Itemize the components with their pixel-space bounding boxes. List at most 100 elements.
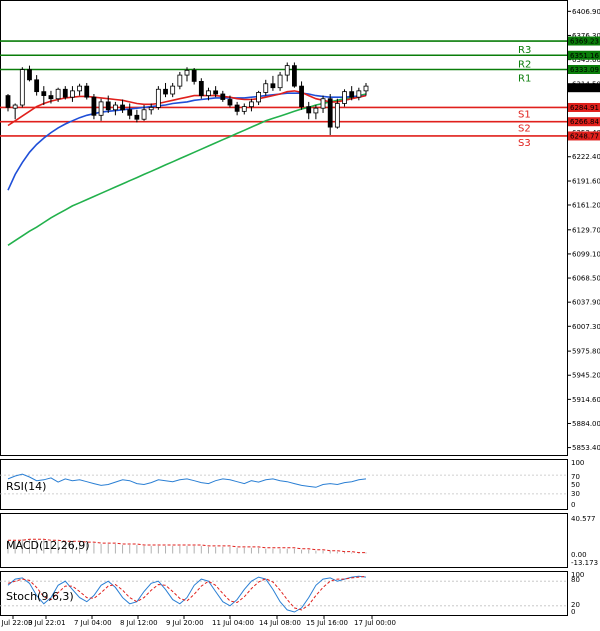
macd-pane: MACD(12,26,9) 40.577 0.00-13.173	[6, 515, 598, 567]
y-tick-label: 6191.60	[572, 178, 600, 186]
x-tick-label: 8 Jul 12:00	[120, 619, 158, 627]
candle	[270, 75, 276, 91]
candle	[256, 90, 262, 106]
y-tick-label: 5975.80	[572, 348, 600, 356]
candle-body	[77, 85, 82, 92]
candle	[113, 101, 118, 116]
x-tick-label: 9 Jul 20:00	[166, 619, 204, 627]
candle-body	[270, 83, 276, 89]
candle	[334, 98, 340, 129]
candle-body	[342, 91, 347, 104]
candle	[34, 75, 40, 96]
candle-body	[163, 88, 168, 95]
level-value-r3: 6369.23	[570, 38, 599, 46]
candle-body	[155, 88, 161, 108]
candle-body	[34, 79, 40, 93]
rsi-tick-label: 100	[571, 459, 584, 467]
candle-body	[148, 107, 154, 111]
candle-body	[191, 69, 197, 82]
time-axis: 2 Jul 22:003 Jul 22:01 7 Jul 04:00 8 Jul 1…	[0, 616, 396, 627]
candle	[77, 83, 82, 96]
candle	[84, 82, 90, 100]
candle	[19, 67, 25, 108]
candle-body	[62, 88, 68, 98]
macd-tick-label: 0.00	[571, 551, 587, 559]
candle-body	[349, 91, 355, 98]
stoch-k-line	[7, 575, 367, 613]
level-name-s2: S2	[518, 124, 531, 135]
candle-body	[291, 65, 297, 87]
level-value-s1: 6284.91	[570, 104, 599, 112]
candle-body	[299, 85, 304, 108]
candle	[227, 95, 233, 108]
level-tag-r1	[568, 65, 600, 75]
candle	[263, 79, 269, 96]
candle-body	[198, 80, 204, 96]
candle-body	[141, 109, 147, 120]
candle-body	[55, 88, 61, 100]
level-value-r1: 6333.09	[570, 66, 599, 74]
level-name-r1: R1	[518, 74, 531, 85]
y-tick-label: 5853.40	[572, 444, 600, 452]
level-tag-r3	[568, 36, 600, 46]
y-tick-label: 5945.20	[572, 372, 600, 380]
candle-body	[120, 104, 125, 111]
candle-body	[127, 109, 133, 116]
stoch-label: Stoch(9,6,3)	[6, 590, 74, 603]
rsi-tick-label: 0	[571, 501, 575, 509]
candle	[170, 82, 176, 98]
stoch-tick-label: 0	[571, 608, 575, 616]
candle	[306, 101, 312, 120]
candle-body	[256, 92, 262, 103]
ma-red-line	[7, 90, 367, 127]
candle-body	[241, 106, 247, 112]
candle	[5, 94, 11, 112]
candle	[277, 71, 283, 91]
candle-body	[12, 104, 18, 109]
candle-body	[227, 99, 233, 106]
price-tag-value: 6310.00	[570, 84, 599, 92]
candle-body	[184, 69, 190, 76]
candle	[363, 82, 369, 96]
y-tick-label: 6007.30	[572, 323, 600, 331]
x-tick-label: 14 Jul 08:00	[259, 619, 301, 627]
x-tick-label: 7 Jul 04:00	[74, 619, 112, 627]
candle-body	[177, 74, 183, 87]
y-tick-label: 6129.70	[572, 226, 600, 234]
rsi-tick-label: 70	[571, 473, 580, 481]
y-tick-label: 6406.90	[572, 8, 600, 16]
level-value-s3: 6248.77	[570, 132, 599, 140]
candle	[55, 87, 61, 102]
candle	[98, 98, 104, 121]
x-tick-label: 15 Jul 16:00	[306, 619, 348, 627]
stoch-tick-label: 80	[571, 576, 580, 584]
y-tick-label: 6099.10	[572, 250, 600, 258]
candle	[120, 99, 125, 113]
candle	[127, 103, 133, 120]
candle	[134, 109, 140, 123]
x-tick-label: 11 Jul 04:00	[212, 619, 254, 627]
candle	[284, 62, 290, 82]
candle-body	[334, 103, 340, 128]
candle-body	[5, 95, 11, 108]
candle	[27, 65, 32, 82]
macd-label: MACD(12,26,9)	[6, 539, 90, 552]
candle-body	[170, 85, 176, 95]
pane-frames	[0, 0, 568, 616]
candle-body	[313, 107, 319, 114]
candle	[41, 86, 47, 106]
candle	[48, 90, 54, 104]
rsi-line	[7, 473, 367, 488]
candle	[342, 89, 347, 107]
candle-body	[220, 93, 226, 100]
candle	[241, 103, 247, 115]
candle	[206, 87, 211, 101]
y-tick-label: 6068.50	[572, 275, 600, 283]
rsi-label: RSI(14)	[6, 480, 46, 493]
candle	[291, 62, 297, 88]
level-name-r3: R3	[518, 45, 531, 56]
level-tag-s3	[568, 131, 600, 141]
y-tick-label: 6222.40	[572, 153, 600, 161]
level-value-s2: 6266.84	[570, 118, 599, 126]
